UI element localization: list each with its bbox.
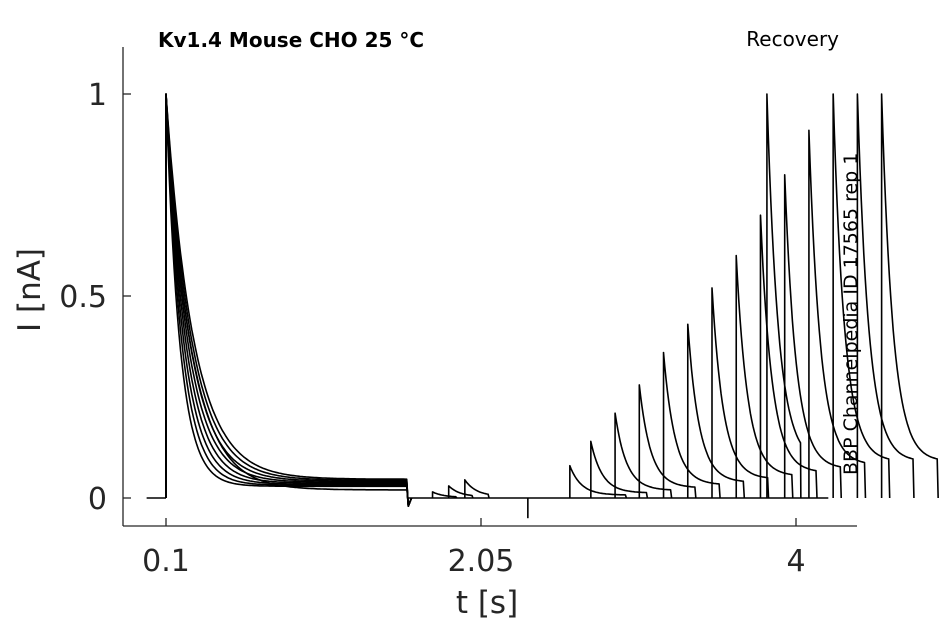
axes xyxy=(122,47,857,527)
conditioning-trace xyxy=(165,93,413,507)
recovery-trace xyxy=(783,174,843,499)
x-ticks: 0.1 2.05 4 xyxy=(142,518,806,579)
x-tick-label: 4 xyxy=(786,544,805,579)
y-ticks: 00.51 xyxy=(59,78,131,517)
y-tick-label: 0 xyxy=(88,482,107,517)
recovery-trace xyxy=(759,214,818,499)
recovery-trace xyxy=(766,93,802,499)
recovery-trace xyxy=(808,129,867,499)
recovery-trace xyxy=(464,479,490,499)
recovery-trace xyxy=(735,254,794,499)
recovery-trace xyxy=(856,93,915,499)
recovery-trace xyxy=(662,351,721,499)
x-tick-label: 0.1 xyxy=(142,544,190,579)
conditioning-trace xyxy=(165,93,413,507)
source-label: BBP Channelpedia ID 17565 rep 1 xyxy=(840,153,862,475)
y-tick-label: 0.5 xyxy=(59,280,107,315)
recovery-trace xyxy=(614,412,673,499)
conditioning-trace xyxy=(165,93,413,507)
x-tick-label: 2.05 xyxy=(448,544,515,579)
recovery-trace xyxy=(590,440,649,499)
recovery-trace xyxy=(711,287,770,499)
x-axis-label: t [s] xyxy=(456,585,518,621)
recovery-trace xyxy=(880,93,939,499)
protocol-label: Recovery xyxy=(746,27,839,51)
recovery-trace xyxy=(447,485,474,499)
y-axis-label: I [nA] xyxy=(12,248,48,332)
current-traces xyxy=(146,93,939,519)
recovery-trace xyxy=(832,93,891,499)
y-tick-label: 1 xyxy=(88,78,107,113)
recovery-trace xyxy=(638,384,697,499)
recovery-trace xyxy=(431,491,458,499)
conditioning-trace xyxy=(165,93,413,507)
conditioning-trace xyxy=(165,93,413,507)
conditioning-trace xyxy=(165,93,413,507)
chart-title: Kv1.4 Mouse CHO 25 °C xyxy=(158,28,424,52)
recovery-trace xyxy=(569,464,628,499)
recovery-trace xyxy=(686,323,746,499)
conditioning-trace xyxy=(165,114,407,491)
